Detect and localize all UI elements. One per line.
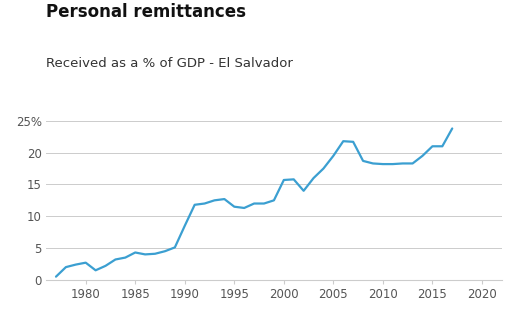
Text: Received as a % of GDP - El Salvador: Received as a % of GDP - El Salvador (46, 57, 293, 70)
Text: Personal remittances: Personal remittances (46, 3, 246, 21)
